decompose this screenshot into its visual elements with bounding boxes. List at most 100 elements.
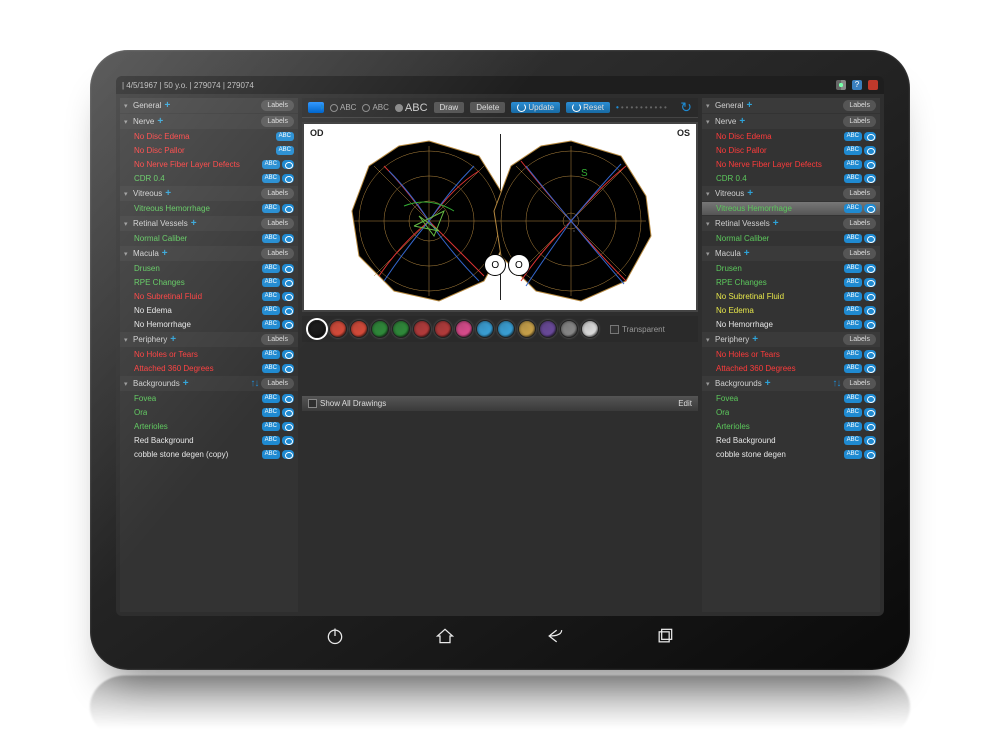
list-item[interactable]: CDR 0.4ABC xyxy=(702,172,880,185)
abc-badge-icon[interactable]: ABC xyxy=(844,450,862,459)
eye-badge-icon[interactable] xyxy=(864,146,876,155)
color-swatch[interactable] xyxy=(329,320,347,338)
section-header-nerve[interactable]: ▾Nerve +Labels xyxy=(120,114,298,129)
plus-icon[interactable]: + xyxy=(183,379,189,389)
list-item[interactable]: No Holes or TearsABC xyxy=(702,348,880,361)
labels-button[interactable]: Labels xyxy=(843,334,876,345)
eye-badge-icon[interactable] xyxy=(282,264,294,273)
plus-icon[interactable]: + xyxy=(747,189,753,199)
plus-icon[interactable]: + xyxy=(744,249,750,259)
list-item[interactable]: cobble stone degen (copy)ABC xyxy=(120,448,298,461)
list-item[interactable]: Vitreous HemorrhageABC xyxy=(120,202,298,215)
abc-radio-1[interactable]: ABC xyxy=(330,103,356,112)
eye-badge-icon[interactable] xyxy=(864,408,876,417)
list-item[interactable]: No Disc EdemaABC xyxy=(702,130,880,143)
abc-badge-icon[interactable]: ABC xyxy=(262,436,280,445)
list-item[interactable]: Normal CaliberABC xyxy=(702,232,880,245)
list-item[interactable]: OraABC xyxy=(120,406,298,419)
abc-badge-icon[interactable]: ABC xyxy=(262,408,280,417)
eye-badge-icon[interactable] xyxy=(864,422,876,431)
color-swatch[interactable] xyxy=(413,320,431,338)
labels-button[interactable]: Labels xyxy=(843,116,876,127)
section-header-nerve[interactable]: ▾Nerve +Labels xyxy=(702,114,880,129)
list-item[interactable]: FoveaABC xyxy=(702,392,880,405)
drawing-canvas[interactable]: OD OS xyxy=(302,122,698,312)
abc-badge-icon[interactable]: ABC xyxy=(262,292,280,301)
gear-icon[interactable] xyxy=(836,80,846,90)
plus-icon[interactable]: + xyxy=(165,189,171,199)
list-item[interactable]: No EdemaABC xyxy=(702,304,880,317)
list-item[interactable]: No HemorrhageABC xyxy=(120,318,298,331)
list-item[interactable]: Attached 360 DegreesABC xyxy=(120,362,298,375)
section-header-general[interactable]: ▾General +Labels xyxy=(120,98,298,113)
eye-badge-icon[interactable] xyxy=(864,132,876,141)
camera-icon[interactable] xyxy=(308,102,324,113)
labels-button[interactable]: Labels xyxy=(261,248,294,259)
abc-badge-icon[interactable]: ABC xyxy=(844,234,862,243)
eye-badge-icon[interactable] xyxy=(282,436,294,445)
help-icon[interactable]: ? xyxy=(852,80,862,90)
color-swatch[interactable] xyxy=(560,320,578,338)
eye-badge-icon[interactable] xyxy=(282,160,294,169)
labels-button[interactable]: Labels xyxy=(843,188,876,199)
eye-badge-icon[interactable] xyxy=(282,450,294,459)
labels-button[interactable]: Labels xyxy=(261,116,294,127)
list-item[interactable]: No Subretinal FluidABC xyxy=(702,290,880,303)
list-item[interactable]: RPE ChangesABC xyxy=(120,276,298,289)
eye-badge-icon[interactable] xyxy=(864,306,876,315)
abc-badge-icon[interactable]: ABC xyxy=(262,394,280,403)
labels-button[interactable]: Labels xyxy=(843,378,876,389)
abc-badge-icon[interactable]: ABC xyxy=(844,132,862,141)
list-item[interactable]: OraABC xyxy=(702,406,880,419)
abc-badge-icon[interactable]: ABC xyxy=(844,364,862,373)
abc-badge-icon[interactable]: ABC xyxy=(262,350,280,359)
eye-badge-icon[interactable] xyxy=(864,292,876,301)
plus-icon[interactable]: + xyxy=(746,101,752,111)
abc-badge-icon[interactable]: ABC xyxy=(844,204,862,213)
eye-badge-icon[interactable] xyxy=(864,174,876,183)
color-swatch[interactable] xyxy=(518,320,536,338)
recent-icon[interactable] xyxy=(655,626,675,646)
section-header-backgrounds[interactable]: ▾Backgrounds +↑↓Labels xyxy=(702,376,880,391)
color-swatch[interactable] xyxy=(350,320,368,338)
plus-icon[interactable]: + xyxy=(765,379,771,389)
close-icon[interactable] xyxy=(868,80,878,90)
list-item[interactable]: ArteriolesABC xyxy=(702,420,880,433)
labels-button[interactable]: Labels xyxy=(843,218,876,229)
eye-badge-icon[interactable] xyxy=(864,394,876,403)
section-header-macula[interactable]: ▾Macula +Labels xyxy=(702,246,880,261)
abc-badge-icon[interactable]: ABC xyxy=(276,146,294,155)
list-item[interactable]: No Holes or TearsABC xyxy=(120,348,298,361)
abc-badge-icon[interactable]: ABC xyxy=(262,422,280,431)
eye-badge-icon[interactable] xyxy=(282,394,294,403)
home-icon[interactable] xyxy=(435,626,455,646)
abc-badge-icon[interactable]: ABC xyxy=(844,160,862,169)
list-item[interactable]: No Subretinal FluidABC xyxy=(120,290,298,303)
color-swatch[interactable] xyxy=(392,320,410,338)
abc-badge-icon[interactable]: ABC xyxy=(844,350,862,359)
eye-badge-icon[interactable] xyxy=(864,320,876,329)
plus-icon[interactable]: + xyxy=(752,335,758,345)
eye-badge-icon[interactable] xyxy=(282,320,294,329)
list-item[interactable]: DrusenABC xyxy=(120,262,298,275)
eye-badge-icon[interactable] xyxy=(864,450,876,459)
eye-badge-icon[interactable] xyxy=(282,350,294,359)
abc-badge-icon[interactable]: ABC xyxy=(262,160,280,169)
section-header-periphery[interactable]: ▾Periphery +Labels xyxy=(120,332,298,347)
plus-icon[interactable]: + xyxy=(164,101,170,111)
section-header-vitreous[interactable]: ▾Vitreous +Labels xyxy=(120,186,298,201)
eye-badge-icon[interactable] xyxy=(282,422,294,431)
color-swatch[interactable] xyxy=(371,320,389,338)
redo-icon[interactable]: ↻ xyxy=(680,99,692,116)
list-item[interactable]: Attached 360 DegreesABC xyxy=(702,362,880,375)
edit-button[interactable]: Edit xyxy=(678,399,692,408)
plus-icon[interactable]: + xyxy=(739,117,745,127)
list-item[interactable]: FoveaABC xyxy=(120,392,298,405)
delete-button[interactable]: Delete xyxy=(470,102,505,113)
eye-badge-icon[interactable] xyxy=(864,350,876,359)
reset-button[interactable]: Reset xyxy=(566,102,610,113)
list-item[interactable]: Normal CaliberABC xyxy=(120,232,298,245)
plus-icon[interactable]: + xyxy=(191,219,197,229)
abc-badge-icon[interactable]: ABC xyxy=(844,278,862,287)
abc-badge-icon[interactable]: ABC xyxy=(844,436,862,445)
